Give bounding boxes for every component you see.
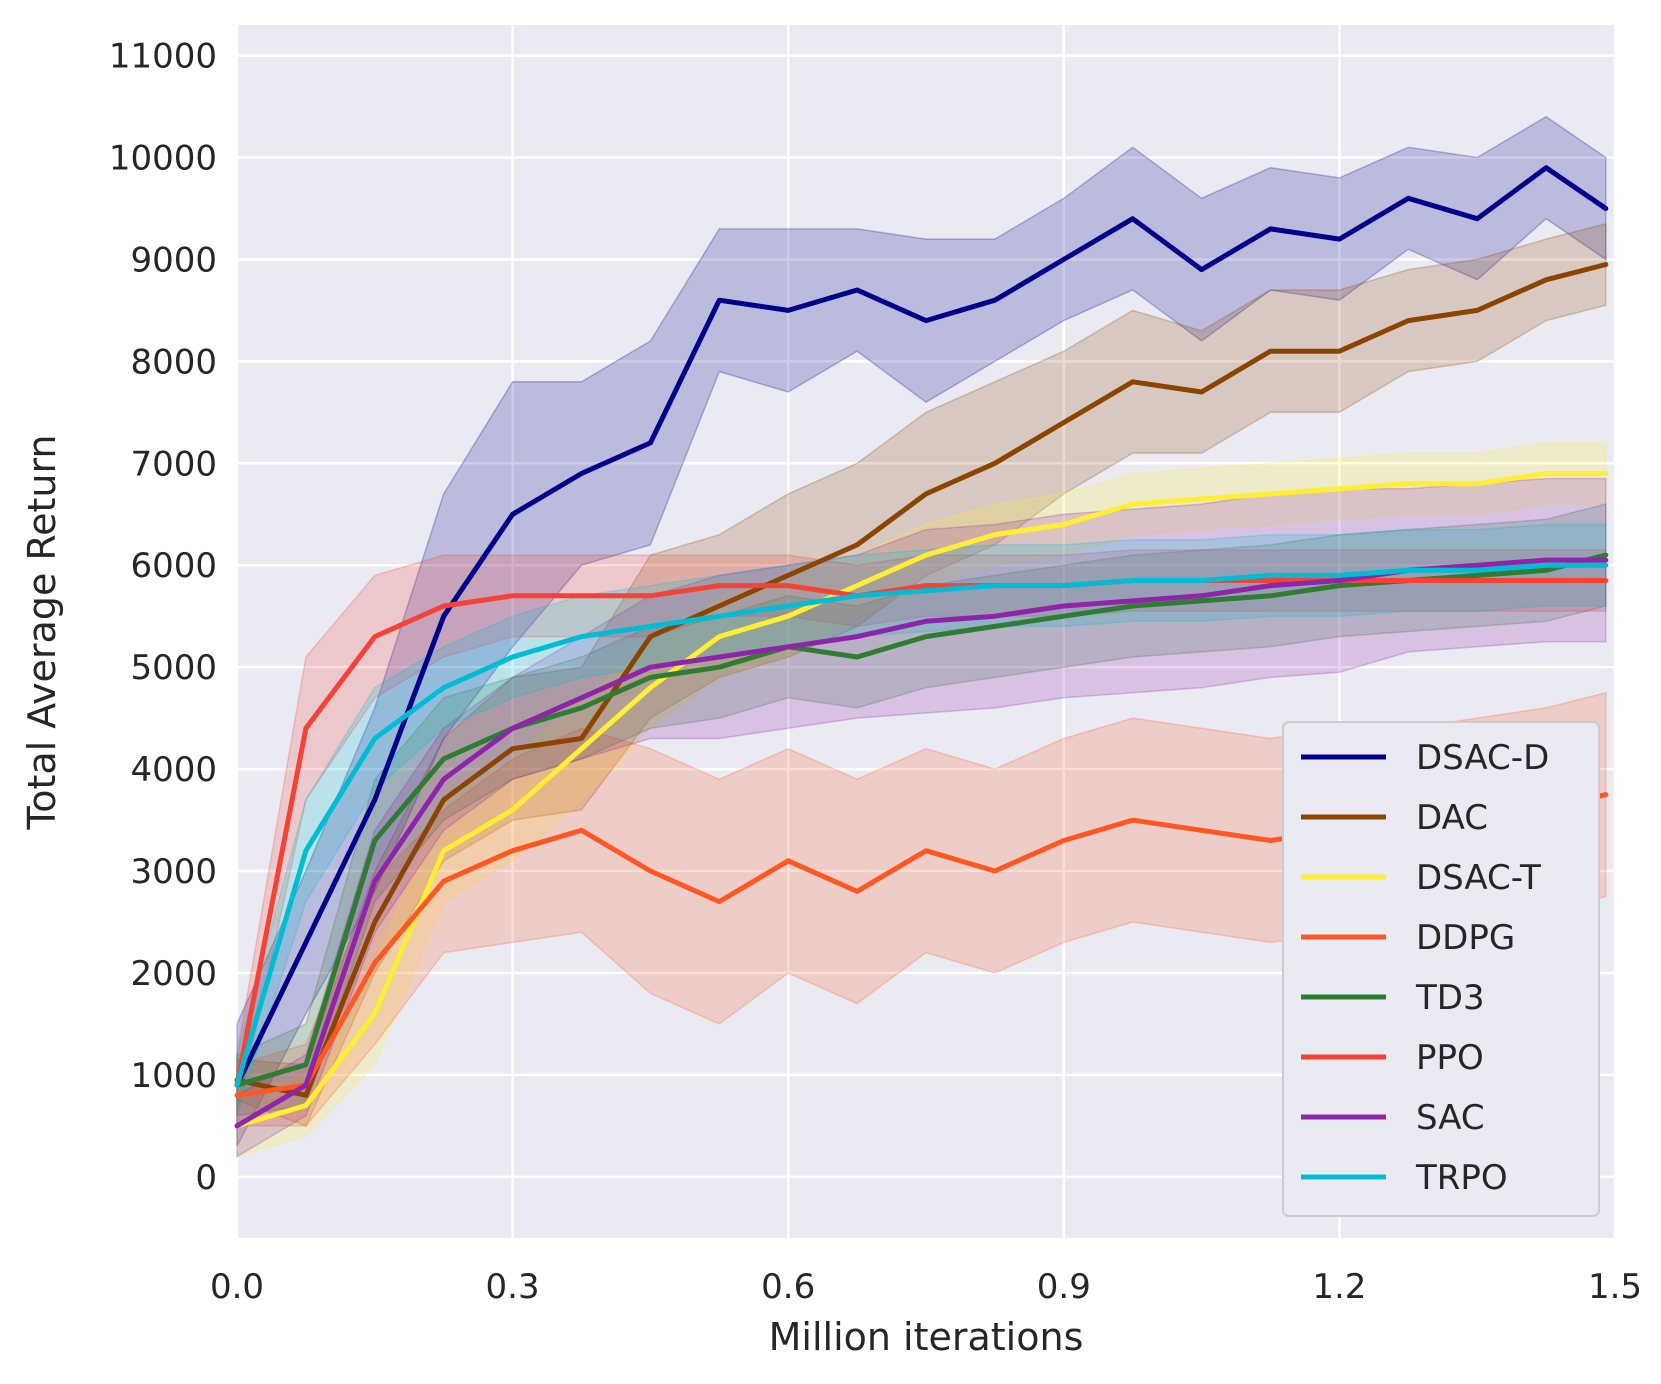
band-dsac-d <box>236 115 1607 1147</box>
y-tick-label: 3000 <box>130 852 217 892</box>
series-line-dsac-t <box>234 471 1609 1129</box>
x-tick-label: 1.5 <box>1588 1267 1642 1307</box>
legend-label-td3: TD3 <box>1415 978 1485 1018</box>
x-tick-label: 0.6 <box>761 1267 815 1307</box>
y-tick-label: 4000 <box>130 750 217 790</box>
y-tick-label: 2000 <box>130 954 217 994</box>
y-tick-label: 11000 <box>109 37 217 77</box>
x-tick-label: 0.0 <box>210 1267 264 1307</box>
y-tick-label: 6000 <box>130 546 217 586</box>
y-tick-label: 10000 <box>109 139 217 179</box>
grid <box>235 25 1617 1238</box>
y-tick-label: 7000 <box>130 444 217 484</box>
legend-label-sac: SAC <box>1416 1098 1485 1138</box>
x-tick-labels: 0.0 0.3 0.6 0.9 1.2 1.5 <box>210 1267 1642 1307</box>
legend: DSAC-D DAC DSAC-T DDPG TD3 PPO SAC TRPO <box>1282 721 1600 1217</box>
band-sac <box>236 477 1607 1158</box>
legend-label-ppo: PPO <box>1416 1038 1484 1078</box>
legend-label-trpo: TRPO <box>1415 1158 1508 1198</box>
x-tick-label: 1.2 <box>1312 1267 1366 1307</box>
y-tick-label: 9000 <box>130 240 217 280</box>
series-line-trpo <box>234 562 1609 1088</box>
legend-label-dsac-d: DSAC-D <box>1416 738 1549 778</box>
series-line-ppo <box>234 578 1609 1088</box>
x-tick-label: 0.9 <box>1037 1267 1091 1307</box>
series-line-dac <box>234 262 1609 1098</box>
band-ddpg <box>236 691 1607 1127</box>
legend-label-dac: DAC <box>1416 798 1488 838</box>
legend-label-dsac-t: DSAC-T <box>1416 858 1541 898</box>
series-line-dsac-d <box>234 165 1609 1088</box>
x-axis-label: Million iterations <box>769 1315 1084 1359</box>
y-tick-label: 0 <box>195 1158 217 1198</box>
y-tick-labels: 0 1000 2000 3000 4000 5000 6000 7000 8000 9000 100… <box>109 37 217 1198</box>
y-tick-label: 1000 <box>130 1056 217 1096</box>
y-tick-label: 5000 <box>130 648 217 688</box>
x-tick-label: 0.3 <box>486 1267 540 1307</box>
legend-box <box>1282 721 1600 1217</box>
legend-label-ddpg: DDPG <box>1416 918 1515 958</box>
series-lines <box>234 165 1609 1129</box>
y-axis-label: Total Average Return <box>20 434 64 830</box>
y-tick-label: 8000 <box>130 342 217 382</box>
